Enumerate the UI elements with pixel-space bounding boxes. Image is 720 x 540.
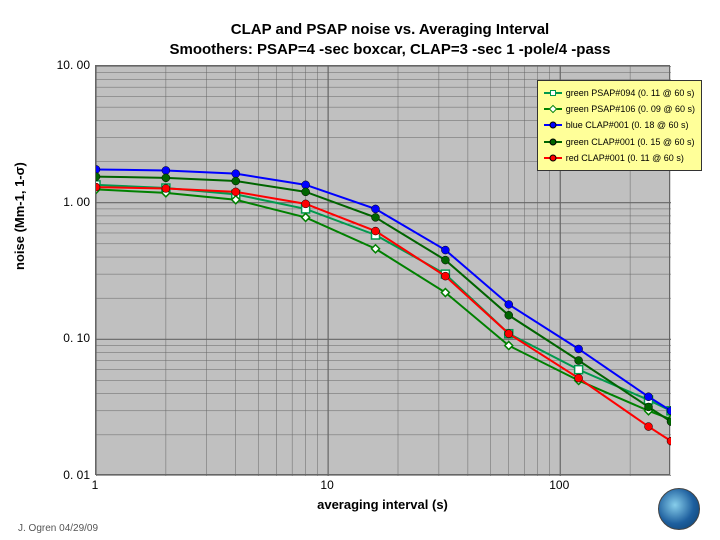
chart-title: CLAP and PSAP noise vs. Averaging Interv… xyxy=(100,20,680,59)
legend-label: green PSAP#094 (0. 11 @ 60 s) xyxy=(566,85,695,101)
title-line-2: Smoothers: PSAP=4 -sec boxcar, CLAP=3 -s… xyxy=(169,41,610,58)
noaa-logo xyxy=(658,488,700,530)
legend-item: green PSAP#106 (0. 09 @ 60 s) xyxy=(544,101,695,117)
legend: green PSAP#094 (0. 11 @ 60 s)green PSAP#… xyxy=(537,80,702,171)
y-tick-label: 0. 01 xyxy=(63,468,90,482)
legend-label: green PSAP#106 (0. 09 @ 60 s) xyxy=(566,101,695,117)
x-tick-label: 100 xyxy=(549,478,569,492)
legend-item: green CLAP#001 (0. 15 @ 60 s) xyxy=(544,134,695,150)
legend-label: red CLAP#001 (0. 11 @ 60 s) xyxy=(566,150,684,166)
x-tick-label: 1 xyxy=(92,478,99,492)
legend-label: blue CLAP#001 (0. 18 @ 60 s) xyxy=(566,117,689,133)
legend-label: green CLAP#001 (0. 15 @ 60 s) xyxy=(566,134,695,150)
chart-container: CLAP and PSAP noise vs. Averaging Interv… xyxy=(0,0,720,540)
legend-item: blue CLAP#001 (0. 18 @ 60 s) xyxy=(544,117,695,133)
x-tick-label: 10 xyxy=(320,478,333,492)
y-tick-label: 10. 00 xyxy=(57,58,90,72)
legend-item: red CLAP#001 (0. 11 @ 60 s) xyxy=(544,150,695,166)
title-line-1: CLAP and PSAP noise vs. Averaging Interv… xyxy=(231,21,549,38)
y-axis-label: noise (Mm-1, 1-σ) xyxy=(12,162,27,270)
footer-credit: J. Ogren 04/29/09 xyxy=(18,523,98,534)
y-tick-label: 1. 00 xyxy=(63,195,90,209)
legend-item: green PSAP#094 (0. 11 @ 60 s) xyxy=(544,85,695,101)
y-tick-label: 0. 10 xyxy=(63,331,90,345)
x-axis-label: averaging interval (s) xyxy=(95,497,670,512)
